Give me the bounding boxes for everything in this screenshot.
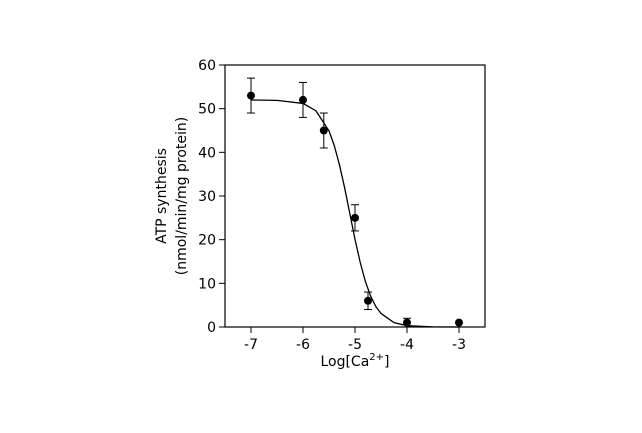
x-tick-label: -5 [348, 337, 362, 353]
data-point [299, 95, 307, 104]
data-point [364, 296, 372, 305]
x-tick-label: -7 [244, 337, 258, 353]
data-point [403, 318, 411, 327]
fit-curve [250, 99, 460, 328]
y-axis-label: ATP synthesis [154, 148, 170, 244]
y-tick-label: 40 [198, 145, 216, 161]
x-label-sup: 2+ [369, 352, 384, 363]
y-tick-label: 0 [207, 320, 216, 336]
x-label-part: ] [384, 354, 389, 370]
y-tick-label: 20 [198, 233, 216, 249]
data-point [351, 213, 359, 222]
x-label-part: Log[Ca [320, 354, 369, 370]
data-point [247, 91, 255, 100]
x-tick-label: -4 [400, 337, 414, 353]
y-axis-label: (nmol/min/mg protein) [174, 117, 190, 275]
plot-frame [224, 64, 486, 328]
y-tick-label: 30 [198, 189, 216, 205]
y-tick-label: 10 [198, 276, 216, 292]
data-point [319, 126, 328, 135]
y-tick-label: 60 [198, 58, 216, 74]
x-tick-label: -3 [452, 337, 466, 353]
x-axis-label: Log[Ca2+] [320, 352, 389, 370]
x-tick-label: -6 [296, 337, 310, 353]
data-point [455, 318, 463, 327]
y-tick-label: 50 [198, 102, 216, 118]
